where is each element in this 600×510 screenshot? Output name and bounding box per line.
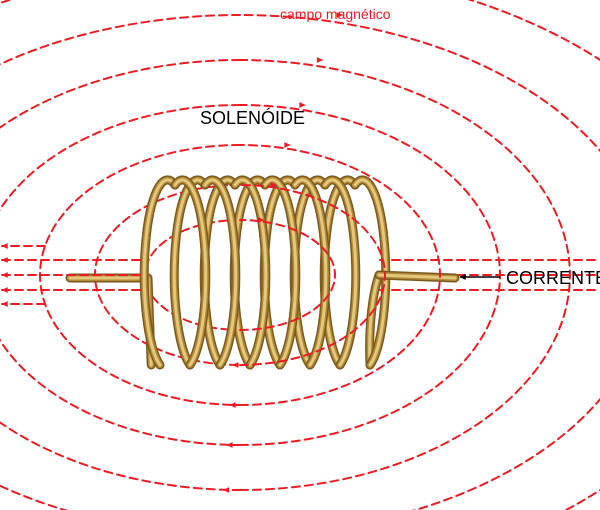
label-field: campo magnético bbox=[280, 6, 391, 22]
label-solenoid: SOLENÓIDE bbox=[200, 108, 305, 129]
solenoid-diagram bbox=[0, 0, 600, 510]
label-current-text: CORRENTE bbox=[506, 268, 600, 288]
label-solenoid-text: SOLENÓIDE bbox=[200, 108, 305, 128]
solenoid-front bbox=[175, 180, 455, 365]
label-current: CORRENTE bbox=[506, 268, 600, 289]
label-field-text: campo magnético bbox=[280, 6, 391, 22]
